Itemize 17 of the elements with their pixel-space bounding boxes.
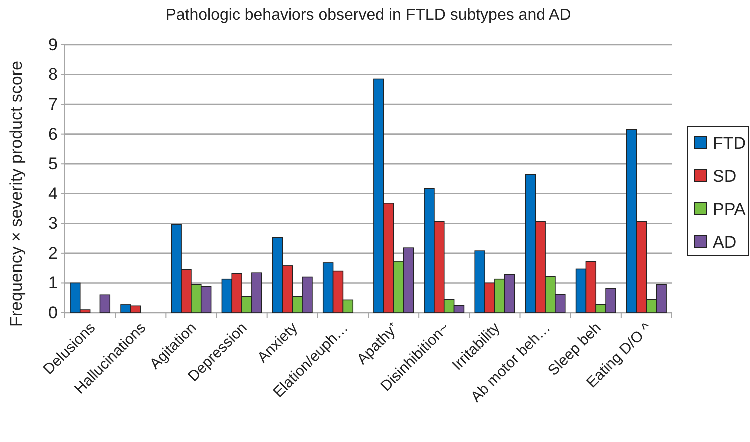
legend-label: AD [713,232,737,252]
y-tick-label: 5 [48,154,58,174]
y-tick-label: 9 [48,35,58,54]
y-tick-label: 8 [48,65,58,84]
bar [100,294,111,314]
legend-label: PPA [713,200,746,219]
y-tick-label: 0 [48,303,58,322]
y-tick-label: 6 [48,124,58,144]
legend-label: FTD [713,134,746,153]
y-tick-label: 7 [48,94,58,114]
chart-title: Pathologic behaviors observed in FTLD subtypes and AD [166,7,572,24]
legend-label: SD [713,166,737,186]
y-tick-label: 2 [48,244,58,263]
y-tick-label: 1 [48,274,58,293]
y-tick-label: 4 [48,184,58,204]
y-tick-label: 3 [48,214,58,234]
y-axis-title: Frequency × severity product score [7,61,26,327]
